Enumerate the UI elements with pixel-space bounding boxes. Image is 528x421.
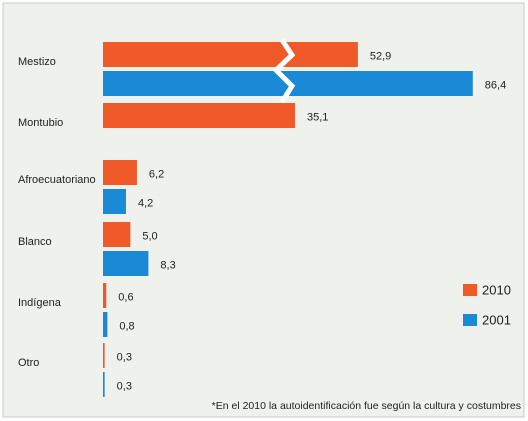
category-label: Otro (18, 357, 39, 369)
value-label: 6,2 (149, 168, 164, 180)
category-label: Afroecuatoriano (18, 174, 96, 186)
bar (103, 160, 137, 185)
category-label: Blanco (18, 236, 52, 248)
bar (103, 251, 149, 276)
category-label: Mestizo (18, 56, 56, 68)
value-label: 5,0 (142, 230, 157, 242)
bar (103, 42, 358, 67)
axis-break (272, 38, 296, 104)
legend-label: 2001 (482, 312, 511, 327)
value-label: 4,2 (138, 197, 153, 209)
bar (103, 189, 126, 214)
value-label: 0,8 (119, 320, 134, 332)
bar (103, 372, 105, 397)
value-label: 86,4 (485, 79, 506, 91)
footnote: *En el 2010 la autoidentificación fue se… (212, 400, 521, 412)
value-label: 52,9 (370, 50, 391, 62)
legend-label: 2010 (482, 282, 511, 297)
category-label: Montubio (18, 117, 63, 129)
value-label: 0,3 (117, 380, 132, 392)
bar (103, 222, 131, 247)
value-label: 35,1 (307, 111, 328, 123)
bar (103, 343, 105, 368)
value-label: 8,3 (160, 259, 175, 271)
legend-swatch (463, 284, 477, 296)
legend-swatch (463, 314, 477, 326)
category-label: Indígena (18, 297, 62, 309)
bar (103, 283, 107, 308)
value-label: 0,6 (118, 291, 133, 303)
bar (103, 103, 295, 128)
value-label: 0,3 (117, 351, 132, 363)
bar (103, 312, 108, 337)
